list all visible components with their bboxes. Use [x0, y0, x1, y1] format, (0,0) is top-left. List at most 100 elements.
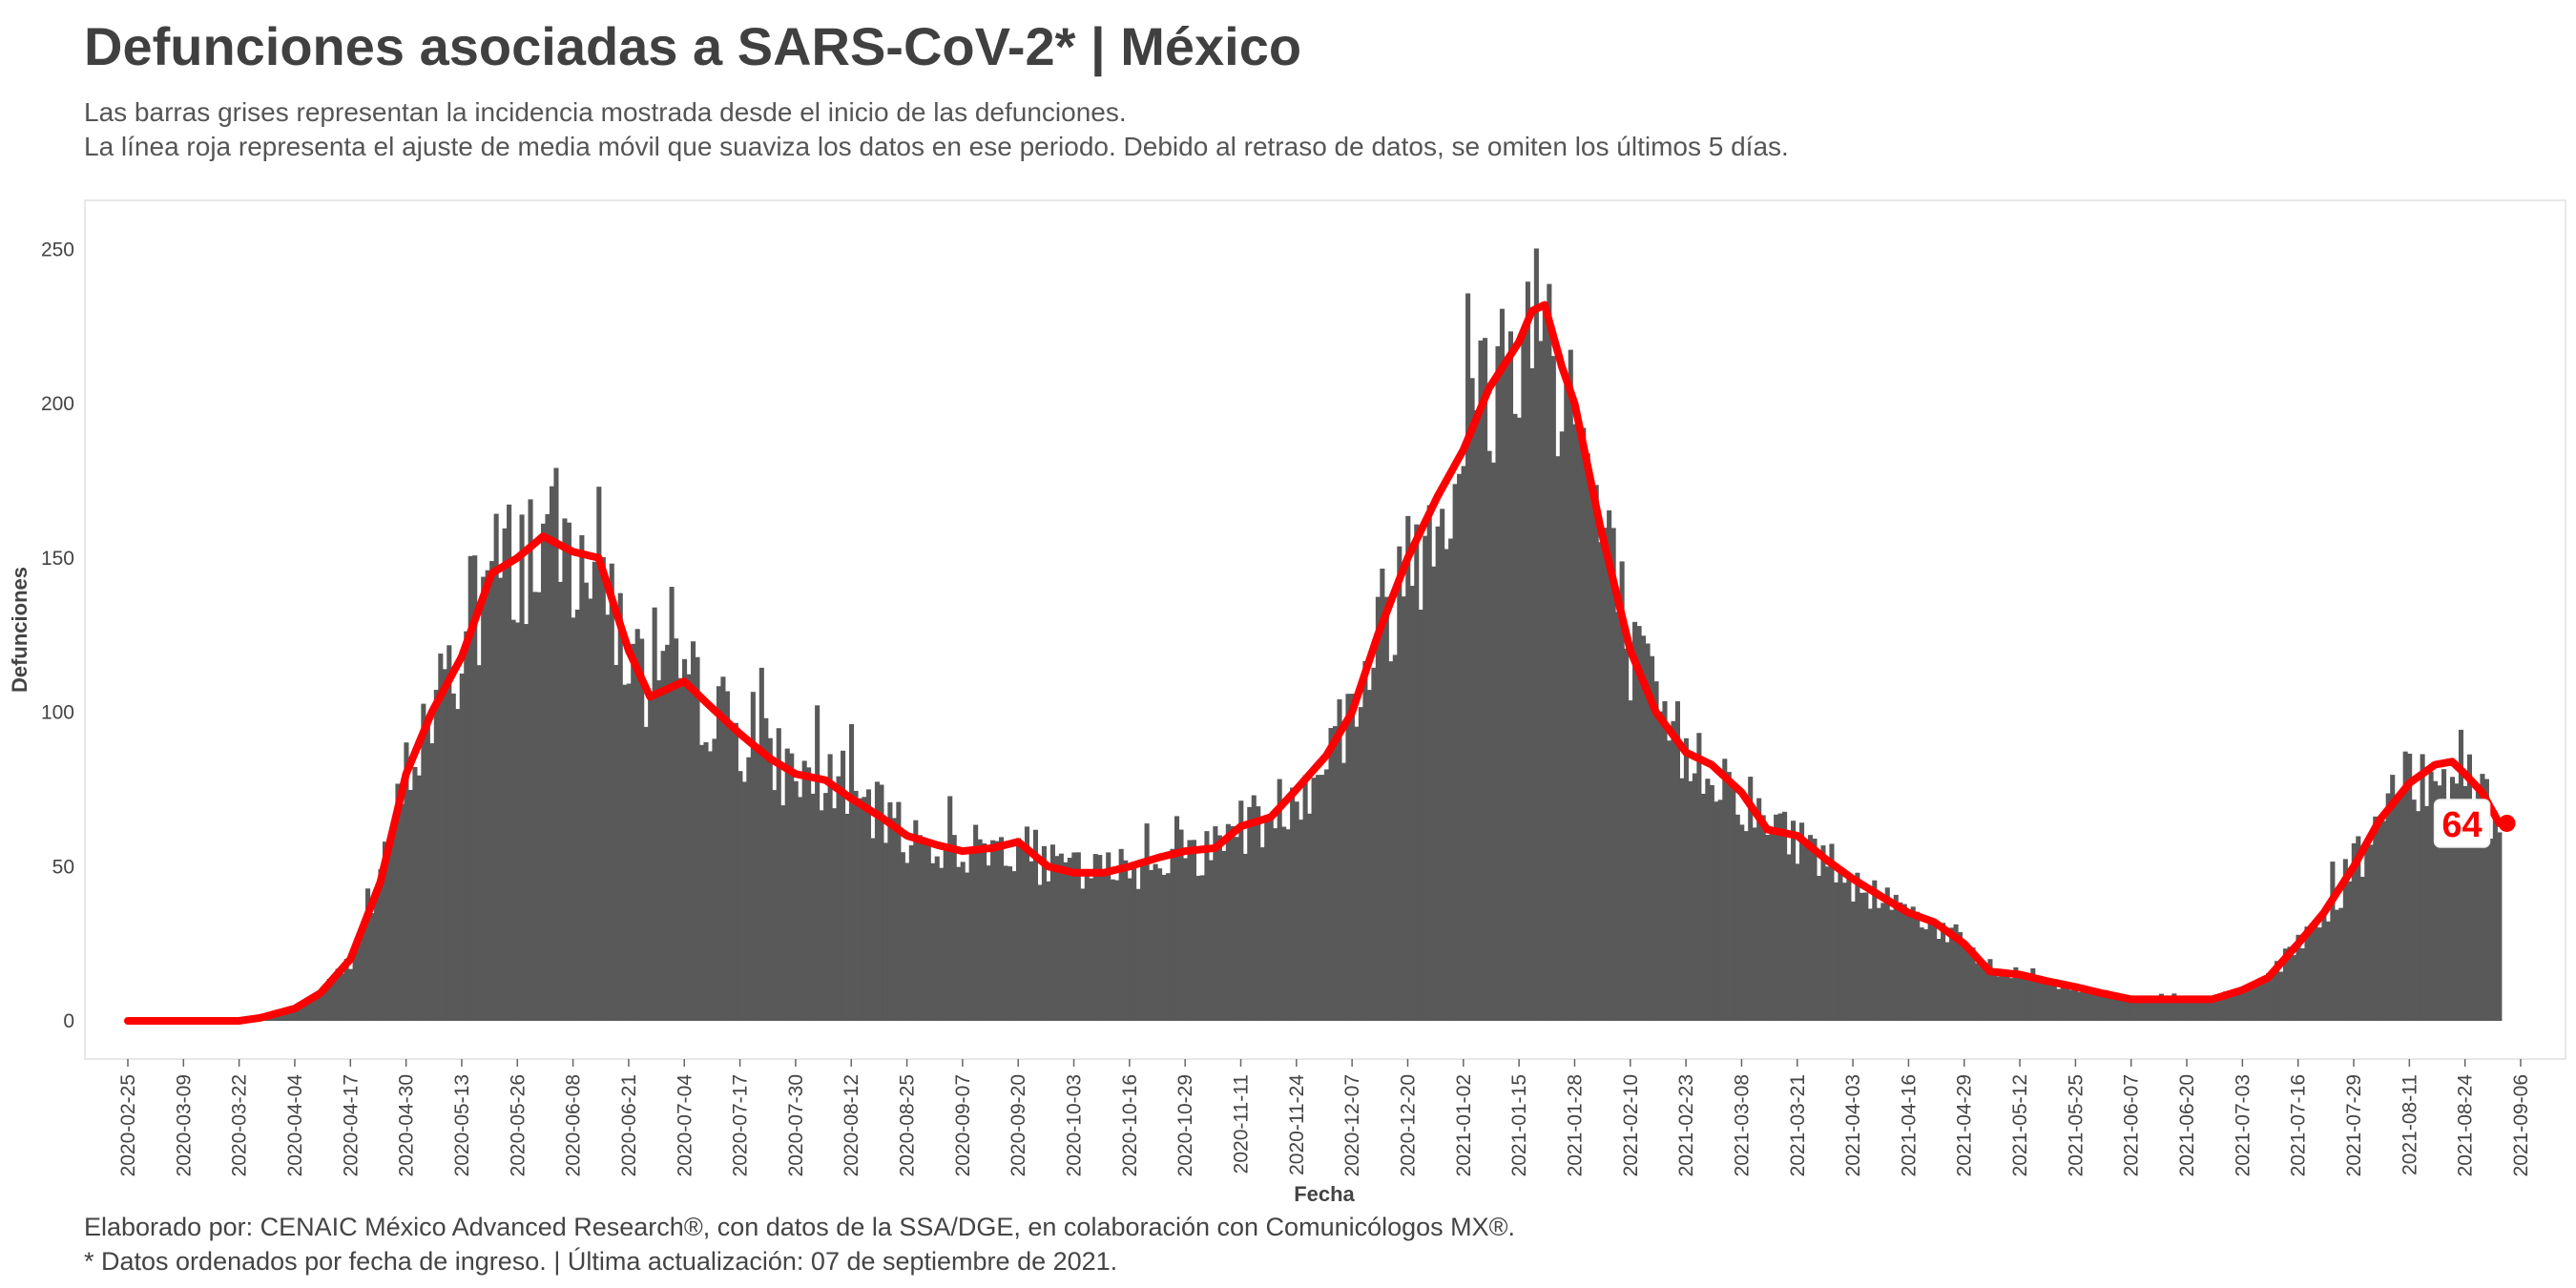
daily-bar — [2475, 785, 2481, 1021]
daily-bar — [2158, 993, 2164, 1021]
daily-bar — [1486, 450, 1492, 1021]
daily-bar — [2433, 780, 2439, 1021]
daily-bar — [2304, 926, 2310, 1021]
daily-bar — [639, 638, 645, 1021]
daily-bar — [1478, 340, 1484, 1021]
daily-bar — [1632, 621, 1638, 1021]
daily-bar — [1054, 856, 1060, 1021]
last-value-dot — [2498, 814, 2516, 832]
daily-bar — [1366, 690, 1372, 1021]
daily-bar — [507, 504, 512, 1021]
daily-bar — [1474, 409, 1480, 1021]
x-tick-label: 2021-04-29 — [1954, 1074, 1976, 1176]
daily-bar — [2253, 982, 2258, 1021]
daily-bar — [1615, 612, 1621, 1021]
daily-bar — [519, 514, 525, 1021]
y-axis-title: Defunciones — [8, 567, 31, 693]
daily-bar — [2347, 881, 2353, 1021]
daily-bar — [965, 872, 970, 1021]
daily-bar — [1641, 635, 1647, 1021]
daily-bar — [1953, 924, 1959, 1021]
x-tick-label: 2020-12-20 — [1397, 1074, 1419, 1176]
daily-bar — [1264, 821, 1270, 1021]
daily-bar — [566, 522, 571, 1021]
daily-bar — [1936, 939, 1942, 1021]
daily-bar — [1898, 902, 1903, 1021]
daily-bar — [1555, 456, 1561, 1021]
daily-bar — [2060, 981, 2066, 1021]
x-tick-label: 2020-04-17 — [340, 1074, 362, 1176]
daily-bar — [1760, 815, 1766, 1021]
daily-bar — [857, 798, 863, 1021]
daily-bar — [1358, 707, 1363, 1021]
daily-bar — [1247, 806, 1253, 1021]
daily-bar — [1166, 873, 1172, 1021]
x-tick-label: 2021-03-08 — [1731, 1074, 1753, 1176]
x-tick-label: 2021-09-06 — [2510, 1074, 2532, 1176]
daily-bar — [2394, 797, 2399, 1021]
daily-bar — [994, 841, 1000, 1021]
daily-bar — [1007, 866, 1013, 1021]
daily-bar — [925, 842, 931, 1021]
daily-bar — [1058, 853, 1064, 1021]
daily-bar — [1576, 424, 1582, 1021]
daily-bar — [665, 644, 671, 1021]
daily-bar — [1812, 839, 1818, 1021]
daily-bar — [1550, 356, 1556, 1021]
daily-bar — [2116, 995, 2122, 1021]
daily-bar — [1774, 814, 1779, 1021]
daily-bar — [2416, 811, 2421, 1021]
daily-bar — [2296, 934, 2301, 1021]
daily-bar — [1114, 880, 1120, 1021]
daily-bar — [1041, 845, 1047, 1021]
daily-bar — [2488, 838, 2494, 1021]
x-tick-label: 2021-02-23 — [1675, 1074, 1697, 1176]
daily-bar — [1294, 801, 1299, 1021]
daily-bar — [412, 766, 418, 1021]
x-tick-label: 2020-04-30 — [396, 1074, 418, 1176]
daily-bar — [2249, 982, 2254, 1021]
daily-bar — [2342, 859, 2348, 1021]
daily-bar — [2261, 978, 2267, 1021]
daily-bar — [369, 913, 375, 1021]
daily-bar — [1876, 907, 1881, 1021]
daily-bar — [1354, 726, 1360, 1021]
daily-bar — [755, 745, 760, 1021]
daily-bar — [1405, 515, 1411, 1021]
daily-bar — [592, 561, 597, 1021]
daily-bar — [1362, 661, 1368, 1021]
daily-bar — [1880, 903, 1886, 1021]
daily-bar — [2175, 1000, 2181, 1021]
daily-bar — [652, 607, 657, 1021]
daily-bar — [416, 775, 422, 1021]
daily-bar — [870, 838, 876, 1021]
daily-bar — [891, 818, 897, 1021]
daily-bar — [763, 717, 769, 1021]
daily-bar — [429, 743, 435, 1021]
daily-bar — [1628, 700, 1633, 1021]
daily-bar — [2308, 927, 2314, 1021]
x-tick-label: 2020-07-04 — [674, 1074, 696, 1177]
daily-bar — [853, 790, 859, 1021]
daily-bar — [467, 555, 473, 1021]
daily-bar — [1807, 835, 1814, 1021]
daily-bar — [305, 999, 311, 1021]
daily-bar — [1653, 681, 1659, 1021]
daily-bar — [1962, 945, 1967, 1021]
daily-bar — [2214, 1001, 2220, 1021]
daily-bar — [1380, 568, 1385, 1021]
daily-bar — [2334, 909, 2339, 1021]
subtitle-line-1: Las barras grises representan la inciden… — [84, 97, 1127, 127]
daily-bar — [1585, 453, 1590, 1021]
daily-bar — [1829, 843, 1835, 1021]
daily-bar — [1538, 341, 1544, 1021]
daily-bar — [2445, 802, 2451, 1021]
daily-bar — [1285, 829, 1291, 1021]
daily-bar — [982, 842, 987, 1021]
daily-bar — [1572, 424, 1578, 1022]
daily-bar — [690, 641, 696, 1021]
daily-bar — [622, 684, 628, 1021]
daily-bar — [1679, 778, 1685, 1021]
daily-bar — [1319, 775, 1325, 1021]
daily-bar — [1756, 798, 1762, 1021]
